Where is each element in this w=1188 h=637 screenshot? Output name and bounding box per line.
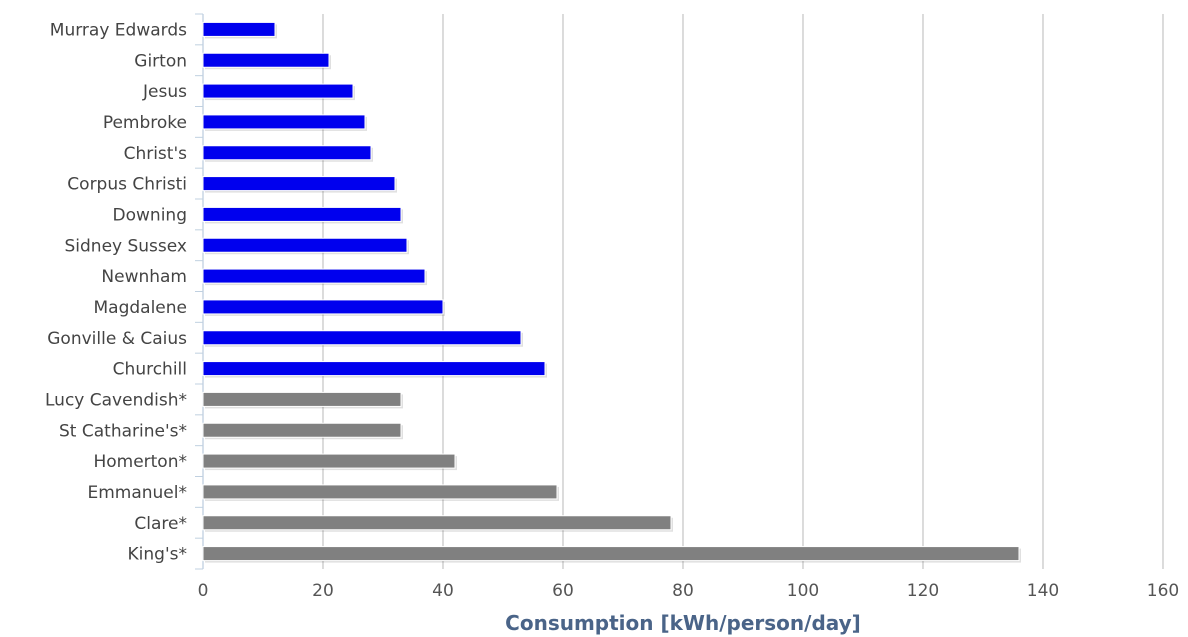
x-tick-label: 100 (787, 581, 819, 601)
bar (202, 237, 408, 253)
category-label: Murray Edwards (50, 20, 187, 40)
gridlines (195, 13, 1164, 570)
bar (202, 83, 354, 99)
bar (202, 52, 330, 68)
category-label: Newnham (101, 267, 187, 287)
bars (202, 21, 1021, 563)
bar (202, 546, 1020, 562)
bar (202, 145, 372, 161)
category-label: Downing (113, 205, 187, 225)
category-label: Corpus Christi (67, 175, 187, 195)
x-axis-ticks: 0 20 40 60 80 100 120 140 160 (198, 581, 1180, 601)
bar (202, 391, 402, 407)
x-tick-label: 120 (907, 581, 939, 601)
bar (202, 21, 276, 37)
x-tick-label: 80 (672, 581, 694, 601)
category-label: Homerton* (93, 452, 187, 472)
x-tick-label: 40 (432, 581, 454, 601)
bar (202, 422, 402, 438)
category-label: Christ's (124, 144, 188, 164)
x-tick-label: 0 (198, 581, 209, 601)
bar (202, 114, 366, 130)
category-label: Sidney Sussex (64, 236, 187, 256)
category-label: Clare* (134, 514, 187, 534)
bar (202, 268, 426, 284)
bar (202, 176, 396, 192)
category-labels: Murray Edwards Girton Jesus Pembroke Christ'… (45, 20, 187, 564)
x-tick-label: 60 (552, 581, 574, 601)
category-label: Churchill (113, 360, 187, 380)
category-label: Gonville & Caius (47, 329, 187, 349)
category-label: Lucy Cavendish* (45, 390, 187, 410)
x-tick-label: 160 (1147, 581, 1179, 601)
category-label: Girton (134, 51, 187, 71)
bar (202, 453, 456, 469)
category-label: Jesus (142, 82, 187, 102)
bar (202, 206, 402, 222)
x-axis-title: Consumption [kWh/person/day] (505, 611, 861, 635)
bar (202, 361, 546, 377)
category-label: Magdalene (94, 298, 188, 318)
bar (202, 330, 522, 346)
category-label: King's* (128, 545, 187, 565)
bar (202, 299, 444, 315)
category-label: St Catharine's* (59, 421, 187, 441)
bar (202, 515, 672, 531)
x-tick-label: 140 (1027, 581, 1059, 601)
x-tick-label: 20 (312, 581, 334, 601)
category-label: Pembroke (103, 113, 187, 133)
bar (202, 484, 558, 500)
category-label: Emmanuel* (87, 483, 187, 503)
